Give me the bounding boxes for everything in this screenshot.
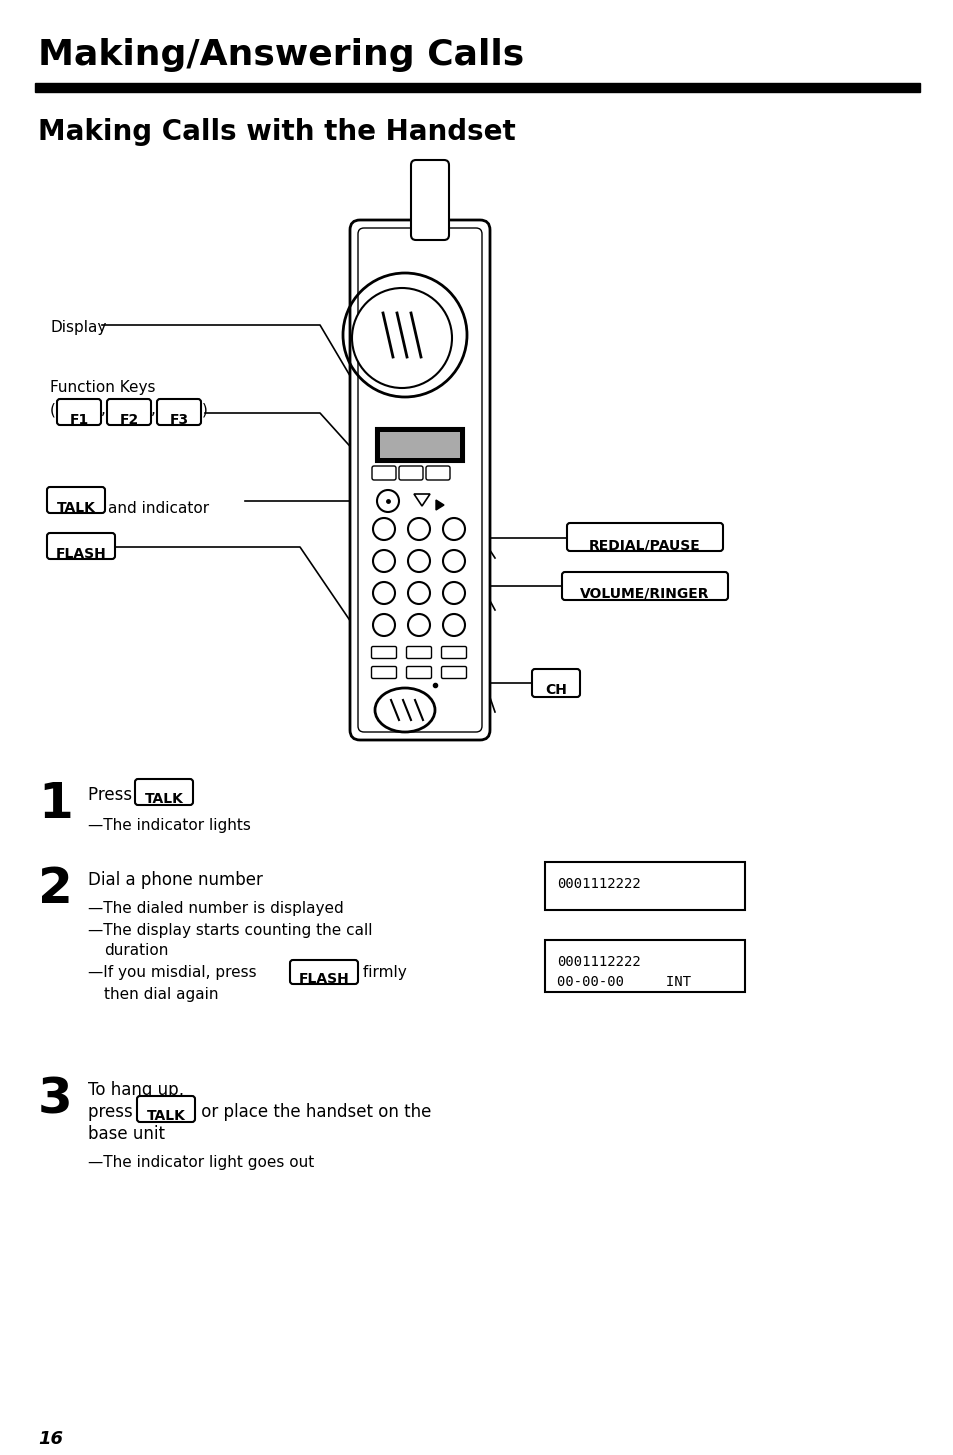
Text: Press: Press — [88, 786, 137, 805]
FancyBboxPatch shape — [57, 399, 101, 425]
FancyBboxPatch shape — [157, 399, 201, 425]
Bar — [375, 428, 463, 463]
Bar — [544, 861, 744, 909]
Text: —The indicator light goes out: —The indicator light goes out — [88, 1155, 314, 1170]
FancyBboxPatch shape — [47, 533, 115, 559]
Text: FLASH: FLASH — [298, 972, 349, 986]
Text: —The display starts counting the call: —The display starts counting the call — [88, 922, 372, 938]
Text: TALK: TALK — [147, 1109, 185, 1123]
Circle shape — [373, 550, 395, 572]
Text: 1: 1 — [38, 780, 72, 828]
Text: F1: F1 — [70, 413, 89, 426]
FancyBboxPatch shape — [441, 646, 466, 659]
FancyBboxPatch shape — [426, 466, 450, 480]
Text: —If you misdial, press: —If you misdial, press — [88, 965, 261, 981]
FancyBboxPatch shape — [107, 399, 151, 425]
Text: ): ) — [202, 402, 208, 418]
FancyBboxPatch shape — [371, 666, 396, 678]
FancyBboxPatch shape — [441, 666, 466, 678]
FancyBboxPatch shape — [350, 220, 490, 741]
Circle shape — [442, 582, 464, 604]
Circle shape — [373, 518, 395, 540]
Text: To hang up,: To hang up, — [88, 1081, 184, 1099]
Bar — [379, 432, 459, 458]
Text: Function Keys: Function Keys — [50, 380, 155, 394]
Text: TALK: TALK — [145, 792, 183, 806]
Text: 00-00-00     INT: 00-00-00 INT — [557, 975, 690, 989]
Text: CH: CH — [544, 682, 566, 697]
Text: and indicator: and indicator — [108, 501, 209, 517]
Text: VOLUME/RINGER: VOLUME/RINGER — [579, 586, 709, 599]
Circle shape — [376, 490, 398, 512]
Circle shape — [442, 614, 464, 636]
Text: 2: 2 — [38, 866, 72, 912]
Circle shape — [352, 288, 452, 388]
Circle shape — [442, 518, 464, 540]
Circle shape — [442, 550, 464, 572]
Text: —The dialed number is displayed: —The dialed number is displayed — [88, 901, 343, 917]
FancyBboxPatch shape — [290, 960, 357, 984]
FancyBboxPatch shape — [561, 572, 727, 599]
Circle shape — [408, 550, 430, 572]
Text: (: ( — [50, 402, 56, 418]
Text: or place the handset on the: or place the handset on the — [195, 1103, 431, 1120]
Circle shape — [408, 518, 430, 540]
FancyBboxPatch shape — [372, 466, 395, 480]
Text: TALK: TALK — [56, 501, 95, 515]
Text: 0001112222: 0001112222 — [557, 877, 640, 890]
Text: base unit: base unit — [88, 1125, 165, 1144]
FancyBboxPatch shape — [411, 160, 449, 240]
Bar — [35, 83, 919, 92]
Text: F3: F3 — [170, 413, 189, 426]
FancyBboxPatch shape — [532, 669, 579, 697]
FancyBboxPatch shape — [371, 646, 396, 659]
Text: then dial again: then dial again — [104, 986, 218, 1002]
Text: FLASH: FLASH — [55, 547, 107, 562]
Text: 0001112222: 0001112222 — [557, 954, 640, 969]
Polygon shape — [436, 501, 443, 511]
Text: Making Calls with the Handset: Making Calls with the Handset — [38, 118, 516, 146]
Circle shape — [408, 582, 430, 604]
FancyBboxPatch shape — [566, 522, 722, 551]
Circle shape — [373, 582, 395, 604]
Text: ,: , — [151, 402, 155, 418]
Text: Making/Answering Calls: Making/Answering Calls — [38, 38, 524, 71]
Circle shape — [408, 614, 430, 636]
Text: 3: 3 — [38, 1075, 72, 1123]
Text: —The indicator lights: —The indicator lights — [88, 818, 251, 834]
Text: REDIAL/PAUSE: REDIAL/PAUSE — [589, 538, 700, 551]
FancyBboxPatch shape — [406, 646, 431, 659]
Ellipse shape — [375, 688, 435, 732]
FancyBboxPatch shape — [135, 778, 193, 805]
FancyBboxPatch shape — [398, 466, 422, 480]
Circle shape — [373, 614, 395, 636]
Text: duration: duration — [104, 943, 168, 957]
Text: Display: Display — [50, 320, 107, 335]
Text: ,: , — [101, 402, 106, 418]
Bar — [544, 940, 744, 992]
Text: F2: F2 — [119, 413, 138, 426]
Text: 16: 16 — [38, 1430, 63, 1448]
FancyBboxPatch shape — [47, 487, 105, 514]
Text: firmly: firmly — [357, 965, 406, 981]
Text: press: press — [88, 1103, 138, 1120]
FancyBboxPatch shape — [406, 666, 431, 678]
Text: Dial a phone number: Dial a phone number — [88, 872, 263, 889]
FancyBboxPatch shape — [137, 1096, 194, 1122]
